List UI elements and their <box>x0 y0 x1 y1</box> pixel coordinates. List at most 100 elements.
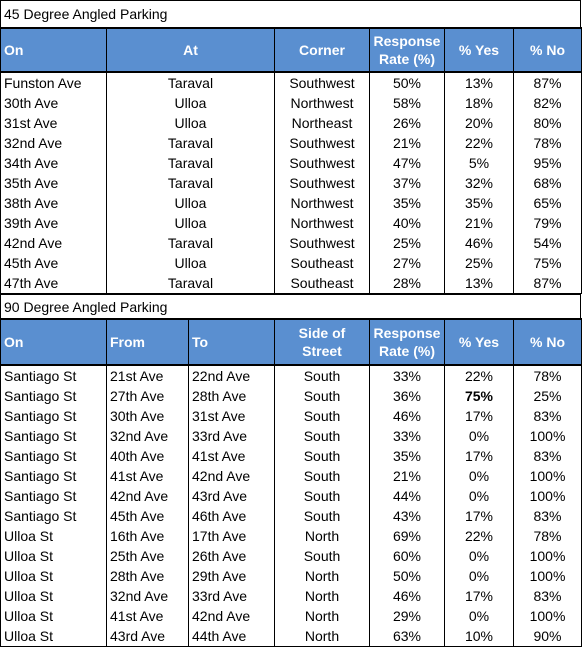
table-cell: 17% <box>444 586 514 606</box>
table-cell: South <box>274 386 370 406</box>
table-cell: 31st Ave <box>0 113 107 133</box>
table-cell: 25th Ave <box>106 546 189 566</box>
table1-title: 45 Degree Angled Parking <box>0 0 581 27</box>
table-cell: 21% <box>369 466 445 486</box>
table-row: 34th Ave Taraval Southwest 47% 5% 95% <box>0 153 582 173</box>
table-cell: 95% <box>513 153 582 173</box>
table-cell: 0% <box>444 546 514 566</box>
table-cell: 18% <box>444 93 514 113</box>
table-cell: 0% <box>444 566 514 586</box>
table-cell: 16th Ave <box>106 526 189 546</box>
table-cell: South <box>274 506 370 526</box>
table-cell: 27% <box>369 253 445 273</box>
table-cell: 100% <box>513 566 582 586</box>
table-row: Ulloa St 32nd Ave 33rd Ave North 46% 17% 83% <box>0 586 582 606</box>
table-cell: 31st Ave <box>188 406 275 426</box>
table-cell: Northeast <box>274 113 370 133</box>
table-cell: Ulloa <box>106 113 275 133</box>
table-cell: Southeast <box>274 273 370 294</box>
table-cell: 42nd Ave <box>188 466 275 486</box>
table-cell: Ulloa St <box>0 566 107 586</box>
table-cell: 83% <box>513 406 582 426</box>
table-row: Santiago St 21st Ave 22nd Ave South 33% 22% 78… <box>0 365 582 386</box>
table-cell: South <box>274 426 370 446</box>
table-45-degree: On At Corner Response Rate (%)% Yes% No Fun… <box>0 27 582 294</box>
table-cell: 42nd Ave <box>0 233 107 253</box>
table-cell: 35% <box>444 193 514 213</box>
table-cell: Santiago St <box>0 365 107 386</box>
table-cell: 42nd Ave <box>106 486 189 506</box>
table-cell: 78% <box>513 133 582 153</box>
table-cell: 29th Ave <box>188 566 275 586</box>
column-header: % No <box>513 27 582 73</box>
table-row: Santiago St 45th Ave 46th Ave South 43% 17% 83… <box>0 506 582 526</box>
column-header: Side of Street <box>274 318 370 366</box>
table-row: Santiago St 27th Ave 28th Ave South 36% 75% 25… <box>0 386 582 406</box>
table-cell: 32nd Ave <box>0 133 107 153</box>
table-cell: 41st Ave <box>188 446 275 466</box>
table-cell: 22% <box>444 133 514 153</box>
table-cell: 50% <box>369 72 445 93</box>
column-header: On <box>0 27 107 73</box>
table-row: Ulloa St 25th Ave 26th Ave South 60% 0% 100% <box>0 546 582 566</box>
table-cell: 21% <box>369 133 445 153</box>
table-cell: 13% <box>444 72 514 93</box>
table-cell: 47% <box>369 153 445 173</box>
table-row: 39th Ave Ulloa Northwest 40% 21% 79% <box>0 213 582 233</box>
table-cell: 34th Ave <box>0 153 107 173</box>
table-cell: 75% <box>444 386 514 406</box>
table-cell: 17th Ave <box>188 526 275 546</box>
table-cell: 87% <box>513 273 582 294</box>
table-row: Ulloa St 28th Ave 29th Ave North 50% 0% 100% <box>0 566 582 586</box>
table-row: 30th Ave Ulloa Northwest 58% 18% 82% <box>0 93 582 113</box>
table-cell: Taraval <box>106 153 275 173</box>
table-cell: 25% <box>369 233 445 253</box>
table-cell: 90% <box>513 626 582 647</box>
table-cell: 30th Ave <box>106 406 189 426</box>
table-cell: 82% <box>513 93 582 113</box>
table-cell: Taraval <box>106 173 275 193</box>
table-row: 47th Ave Taraval Southeast 28% 13% 87% <box>0 273 582 294</box>
table-row: Santiago St 30th Ave 31st Ave South 46% 17% 83… <box>0 406 582 426</box>
table-cell: Taraval <box>106 273 275 294</box>
table1-header-row: On At Corner Response Rate (%)% Yes% No <box>0 27 582 73</box>
table-cell: Ulloa <box>106 253 275 273</box>
table-cell: Ulloa St <box>0 586 107 606</box>
table-cell: 35% <box>369 193 445 213</box>
table-cell: Southeast <box>274 253 370 273</box>
table-cell: 17% <box>444 506 514 526</box>
table-cell: 40% <box>369 213 445 233</box>
table-row: 32nd Ave Taraval Southwest 21% 22% 78% <box>0 133 582 153</box>
table-cell: South <box>274 466 370 486</box>
table-cell: 0% <box>444 606 514 626</box>
column-header: Corner <box>274 27 370 73</box>
table-cell: 35th Ave <box>0 173 107 193</box>
table-cell: South <box>274 406 370 426</box>
column-header: Response Rate (%) <box>369 318 445 366</box>
table-cell: 30th Ave <box>0 93 107 113</box>
table-cell: Santiago St <box>0 406 107 426</box>
table-cell: 37% <box>369 173 445 193</box>
table-cell: North <box>274 626 370 647</box>
table-cell: 41st Ave <box>106 466 189 486</box>
table-cell: 100% <box>513 546 582 566</box>
table-row: Santiago St 40th Ave 41st Ave South 35% 17% 83… <box>0 446 582 466</box>
table-cell: Southwest <box>274 133 370 153</box>
table-cell: 36% <box>369 386 445 406</box>
table-cell: 100% <box>513 606 582 626</box>
table-cell: 21% <box>444 213 514 233</box>
column-header: At <box>106 27 275 73</box>
table-cell: 42nd Ave <box>188 606 275 626</box>
table-cell: 45th Ave <box>0 253 107 273</box>
table-cell: Taraval <box>106 72 275 93</box>
table-cell: 78% <box>513 526 582 546</box>
table-cell: 54% <box>513 233 582 253</box>
table-row: Santiago St 41st Ave 42nd Ave South 21% 0% 100… <box>0 466 582 486</box>
column-header: % Yes <box>444 318 514 366</box>
column-header: % No <box>513 318 582 366</box>
table-cell: 26th Ave <box>188 546 275 566</box>
table-cell: 26% <box>369 113 445 133</box>
table-cell: 32% <box>444 173 514 193</box>
table-cell: 32nd Ave <box>106 586 189 606</box>
